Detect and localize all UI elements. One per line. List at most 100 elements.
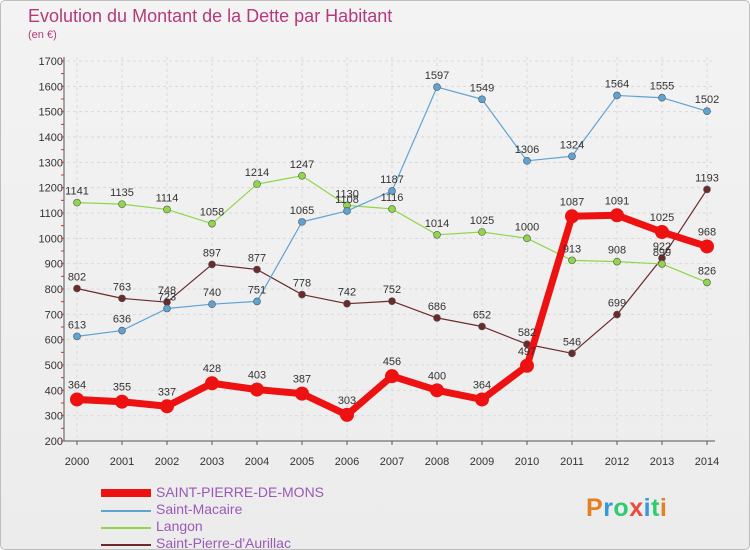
data-label: 1502 — [695, 94, 719, 106]
data-label: 922 — [653, 241, 671, 253]
data-point — [430, 383, 444, 398]
chart-title: Evolution du Montant de la Dette par Hab… — [28, 6, 393, 26]
data-point — [70, 392, 84, 407]
legend-label: SAINT-PIERRE-DE-MONS — [156, 484, 325, 500]
data-label: 1000 — [515, 221, 539, 233]
y-tick-label: 200 — [45, 436, 63, 448]
data-label: 897 — [203, 247, 221, 259]
x-tick-label: 2001 — [110, 456, 134, 468]
data-label: 908 — [608, 245, 626, 257]
data-point — [703, 278, 711, 287]
data-label: 778 — [293, 278, 311, 290]
x-tick-label: 2011 — [560, 456, 584, 468]
data-label: 763 — [113, 281, 131, 293]
data-point — [703, 107, 711, 115]
logo-letter: o — [613, 494, 630, 522]
data-label: 613 — [68, 319, 86, 331]
data-label: 1214 — [245, 167, 269, 179]
data-label: 1058 — [200, 207, 224, 219]
data-point — [568, 256, 576, 265]
x-tick-label: 2007 — [380, 456, 404, 468]
data-label: 636 — [113, 314, 131, 326]
data-point — [433, 230, 441, 239]
data-label: 1141 — [65, 186, 89, 198]
x-tick-label: 2004 — [245, 456, 269, 468]
y-tick-label: 1100 — [39, 208, 63, 220]
data-label: 1306 — [515, 144, 539, 156]
data-label: 1091 — [605, 195, 629, 207]
data-label: 1135 — [110, 187, 134, 199]
logo-letter: P — [586, 494, 604, 522]
logo-letter: i — [659, 494, 668, 522]
data-point — [250, 382, 264, 397]
logo-letter: i — [643, 494, 652, 522]
data-label: 1116 — [381, 192, 404, 204]
data-point — [208, 219, 216, 228]
y-tick-label: 900 — [45, 259, 63, 271]
data-point — [73, 198, 81, 207]
data-label: 899 — [653, 247, 671, 259]
data-point — [658, 93, 666, 102]
data-point — [295, 386, 309, 401]
data-point — [568, 349, 576, 358]
data-label: 752 — [383, 284, 401, 296]
data-label: 1555 — [650, 81, 674, 93]
data-point — [298, 218, 306, 226]
data-point — [655, 225, 669, 239]
data-label: 740 — [203, 287, 221, 299]
legend-swatch — [101, 489, 151, 497]
data-label: 699 — [608, 298, 626, 310]
data-label: 1114 — [156, 192, 179, 204]
data-point — [340, 407, 354, 422]
legend-label: Langon — [156, 518, 203, 534]
logo-letter: x — [629, 494, 644, 522]
data-point — [703, 185, 711, 194]
data-point — [118, 326, 126, 335]
y-tick-label: 500 — [45, 360, 63, 372]
data-point — [523, 234, 531, 243]
data-label: 337 — [158, 386, 176, 398]
data-point — [115, 394, 129, 409]
x-tick-label: 2003 — [200, 456, 224, 468]
y-tick-label: 300 — [45, 411, 63, 423]
data-label: 582 — [518, 327, 536, 339]
data-label: 802 — [68, 271, 86, 283]
data-point — [433, 83, 441, 91]
data-point — [343, 207, 351, 215]
y-tick-label: 1600 — [39, 81, 63, 93]
data-point — [298, 290, 306, 299]
legend-swatch — [101, 510, 151, 512]
data-label: 1564 — [605, 78, 629, 90]
data-point — [520, 358, 534, 373]
x-tick-label: 2010 — [515, 456, 539, 468]
data-point — [253, 265, 261, 274]
data-point — [613, 257, 621, 266]
x-tick-label: 2013 — [650, 456, 674, 468]
data-point — [523, 157, 531, 165]
data-label: 387 — [293, 374, 311, 386]
y-tick-label: 1700 — [39, 56, 63, 68]
data-point — [388, 187, 396, 195]
data-label: 428 — [203, 363, 221, 375]
data-label: 1025 — [650, 212, 674, 224]
data-point — [343, 299, 351, 308]
data-label: 456 — [383, 356, 401, 368]
data-label: 303 — [338, 395, 356, 407]
data-point — [163, 304, 171, 313]
data-label: 913 — [563, 243, 581, 255]
data-label: 748 — [158, 285, 176, 297]
y-tick-label: 1500 — [39, 107, 63, 119]
data-label: 1247 — [290, 159, 314, 171]
data-point — [568, 152, 576, 161]
data-point — [385, 369, 399, 384]
data-label: 1130 — [335, 188, 359, 200]
data-point — [475, 392, 489, 407]
data-label: 968 — [698, 226, 716, 238]
data-label: 652 — [473, 309, 491, 321]
data-point — [160, 399, 174, 414]
data-label: 723 — [158, 292, 176, 304]
data-point — [433, 314, 441, 322]
data-point — [658, 260, 666, 268]
data-label: 751 — [248, 284, 266, 296]
data-point — [73, 284, 81, 293]
